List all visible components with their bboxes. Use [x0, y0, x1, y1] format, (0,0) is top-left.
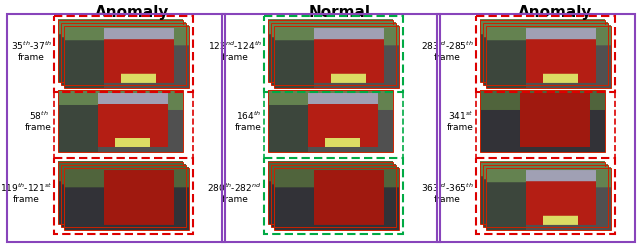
- Bar: [61, 23, 186, 85]
- Bar: [476, 158, 615, 234]
- Bar: [483, 165, 608, 227]
- Bar: [264, 16, 403, 92]
- Bar: [222, 14, 440, 242]
- Bar: [58, 20, 183, 82]
- Bar: [64, 168, 189, 230]
- Bar: [437, 14, 635, 242]
- Text: 119$^{th}$-121$^{st}$
frame: 119$^{th}$-121$^{st}$ frame: [0, 182, 52, 205]
- Bar: [271, 23, 396, 85]
- Text: 363$^{rd}$-365$^{th}$
frame: 363$^{rd}$-365$^{th}$ frame: [421, 182, 474, 205]
- Bar: [7, 14, 225, 242]
- Bar: [274, 26, 399, 88]
- Text: Normal: Normal: [309, 5, 371, 20]
- Text: 283$^{rd}$-285$^{th}$
frame: 283$^{rd}$-285$^{th}$ frame: [421, 40, 474, 62]
- Bar: [58, 162, 183, 224]
- Text: Anomaly: Anomaly: [95, 5, 169, 20]
- Text: 58$^{th}$
frame: 58$^{th}$ frame: [25, 110, 52, 132]
- Bar: [64, 26, 189, 88]
- Bar: [486, 168, 611, 230]
- Text: 35$^{th}$-37$^{th}$
frame: 35$^{th}$-37$^{th}$ frame: [11, 40, 52, 62]
- Text: Anomaly: Anomaly: [518, 5, 592, 20]
- Bar: [58, 90, 183, 152]
- Bar: [268, 162, 393, 224]
- Bar: [486, 26, 611, 88]
- Bar: [483, 23, 608, 85]
- Bar: [480, 20, 605, 82]
- Text: 164$^{th}$
frame: 164$^{th}$ frame: [235, 110, 262, 132]
- Bar: [480, 90, 605, 152]
- Bar: [476, 16, 615, 92]
- Text: 122$^{nd}$-124$^{th}$
frame: 122$^{nd}$-124$^{th}$ frame: [208, 40, 262, 62]
- Bar: [54, 158, 193, 234]
- Bar: [268, 20, 393, 82]
- Text: 280$^{th}$-282$^{nd}$
frame: 280$^{th}$-282$^{nd}$ frame: [207, 182, 262, 205]
- Bar: [268, 90, 393, 152]
- Bar: [480, 162, 605, 224]
- Bar: [274, 168, 399, 230]
- Text: 341$^{st}$
frame: 341$^{st}$ frame: [447, 110, 474, 132]
- Bar: [264, 158, 403, 234]
- Bar: [54, 16, 193, 92]
- Bar: [61, 165, 186, 227]
- Bar: [271, 165, 396, 227]
